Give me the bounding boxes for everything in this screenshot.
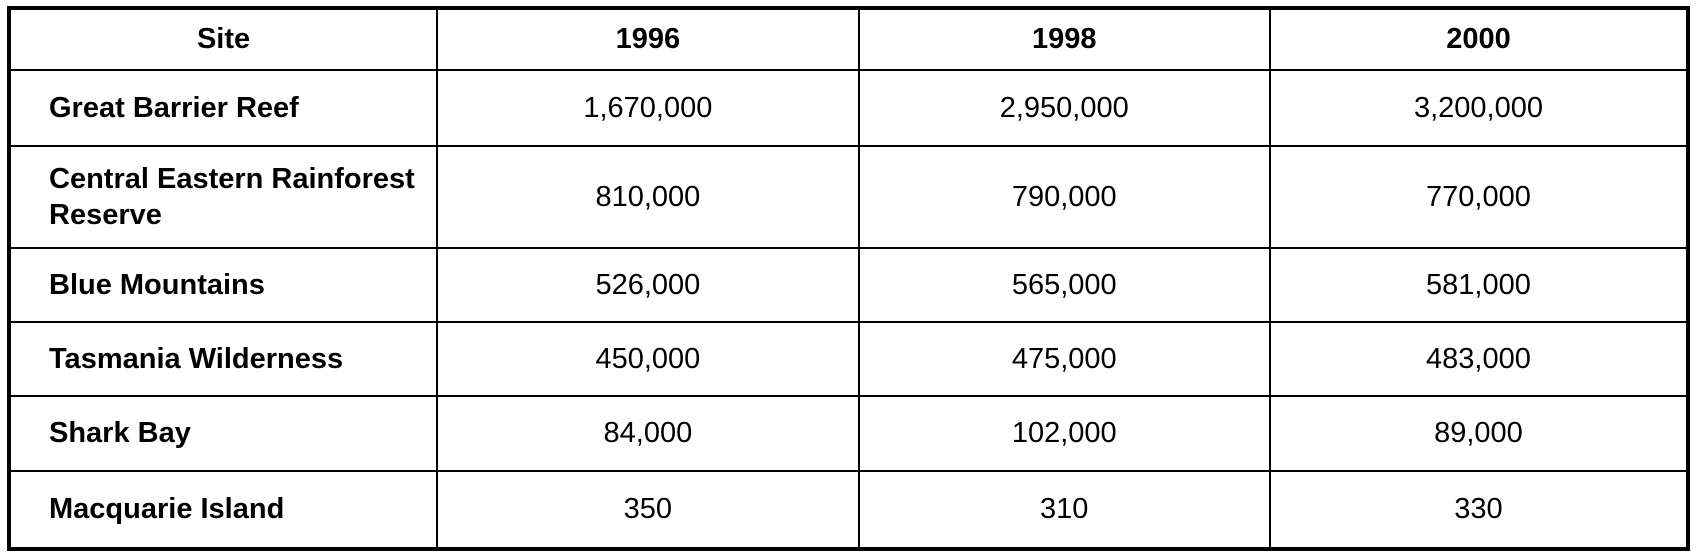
column-header-site: Site xyxy=(7,7,439,71)
column-header-1996: 1996 xyxy=(436,7,860,71)
table-row-tasmania-wilderness: Tasmania Wilderness 450,000 475,000 483,… xyxy=(7,321,1690,398)
value-cell-1998: 2,950,000 xyxy=(857,68,1271,148)
column-header-1998: 1998 xyxy=(857,7,1271,71)
table-row-central-eastern-rainforest-reserve: Central Eastern Rainforest Reserve 810,0… xyxy=(7,145,1690,250)
value-cell-1998: 310 xyxy=(857,469,1271,551)
value-cell-1996: 1,670,000 xyxy=(436,68,860,148)
table-row-macquarie-island: Macquarie Island 350 310 330 xyxy=(7,469,1690,551)
site-name-cell: Tasmania Wilderness xyxy=(7,321,439,398)
site-name-cell: Central Eastern Rainforest Reserve xyxy=(7,145,439,250)
value-cell-2000: 89,000 xyxy=(1268,395,1690,472)
site-name-cell: Blue Mountains xyxy=(7,247,439,324)
value-cell-2000: 3,200,000 xyxy=(1268,68,1690,148)
table-row-great-barrier-reef: Great Barrier Reef 1,670,000 2,950,000 3… xyxy=(7,68,1690,148)
value-cell-1996: 450,000 xyxy=(436,321,860,398)
value-cell-1996: 350 xyxy=(436,469,860,551)
value-cell-1996: 526,000 xyxy=(436,247,860,324)
visitor-numbers-table: Site 1996 1998 2000 Great Barrier Reef 1… xyxy=(7,6,1690,551)
value-cell-2000: 581,000 xyxy=(1268,247,1690,324)
value-cell-2000: 770,000 xyxy=(1268,145,1690,250)
value-cell-1998: 565,000 xyxy=(857,247,1271,324)
value-cell-1996: 84,000 xyxy=(436,395,860,472)
table-row-blue-mountains: Blue Mountains 526,000 565,000 581,000 xyxy=(7,247,1690,324)
site-name-cell: Great Barrier Reef xyxy=(7,68,439,148)
site-name-cell: Macquarie Island xyxy=(7,469,439,551)
value-cell-2000: 330 xyxy=(1268,469,1690,551)
site-name-cell: Shark Bay xyxy=(7,395,439,472)
value-cell-1998: 790,000 xyxy=(857,145,1271,250)
value-cell-2000: 483,000 xyxy=(1268,321,1690,398)
value-cell-1998: 475,000 xyxy=(857,321,1271,398)
value-cell-1996: 810,000 xyxy=(436,145,860,250)
header-row: Site 1996 1998 2000 xyxy=(7,7,1690,71)
column-header-2000: 2000 xyxy=(1268,7,1690,71)
value-cell-1998: 102,000 xyxy=(857,395,1271,472)
table-row-shark-bay: Shark Bay 84,000 102,000 89,000 xyxy=(7,395,1690,472)
